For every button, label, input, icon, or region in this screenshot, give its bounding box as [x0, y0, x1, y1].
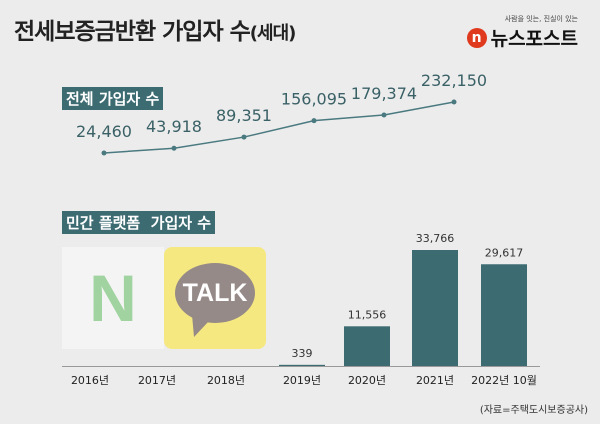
bar-data-label: 339: [292, 347, 313, 360]
brand-logo: 사람을 잇는, 진실이 있는 n 뉴스포스트: [466, 14, 578, 51]
x-tick-label: 2021년: [416, 374, 454, 387]
line-data-label: 179,374: [351, 84, 417, 103]
brand-icon: n: [466, 27, 487, 48]
x-tick-label: 2016년: [71, 374, 109, 387]
line-point: [311, 118, 317, 124]
x-tick-label: 2019년: [283, 374, 321, 387]
line-data-label: 24,460: [76, 122, 132, 141]
bar: [344, 326, 390, 366]
bar-data-label: 29,617: [485, 246, 524, 259]
line-series: [103, 101, 455, 154]
kakaotalk-logo: TALK: [164, 247, 266, 349]
line-point: [381, 112, 387, 118]
source-note: (자료=주택도시보증공사): [479, 405, 588, 416]
line-point: [171, 145, 177, 151]
bar: [412, 250, 458, 366]
x-tick-label: 2022년 10월: [471, 374, 537, 387]
bar-data-label: 33,766: [416, 232, 455, 245]
x-tick-label: 2020년: [348, 374, 386, 387]
line-data-label: 43,918: [146, 117, 202, 136]
bar-data-label: 11,556: [348, 308, 387, 321]
x-tick-label: 2017년: [138, 374, 176, 387]
line-data-label: 232,150: [421, 71, 487, 90]
page-title: 전세보증금반환 가입자 수(세대): [14, 19, 296, 45]
line-point: [241, 134, 247, 140]
bar: [279, 364, 325, 366]
line-data-label: 156,095: [281, 90, 347, 109]
line-point: [451, 99, 457, 105]
x-tick-label: 2018년: [207, 374, 245, 387]
bar: [481, 264, 527, 366]
naver-logo: N: [62, 247, 164, 349]
line-data-label: 89,351: [216, 106, 272, 125]
line-point: [101, 150, 107, 156]
bar-section-title: 민간 플랫폼 가입자 수: [62, 211, 216, 234]
line-section-title: 전체 가입자 수: [62, 87, 164, 110]
